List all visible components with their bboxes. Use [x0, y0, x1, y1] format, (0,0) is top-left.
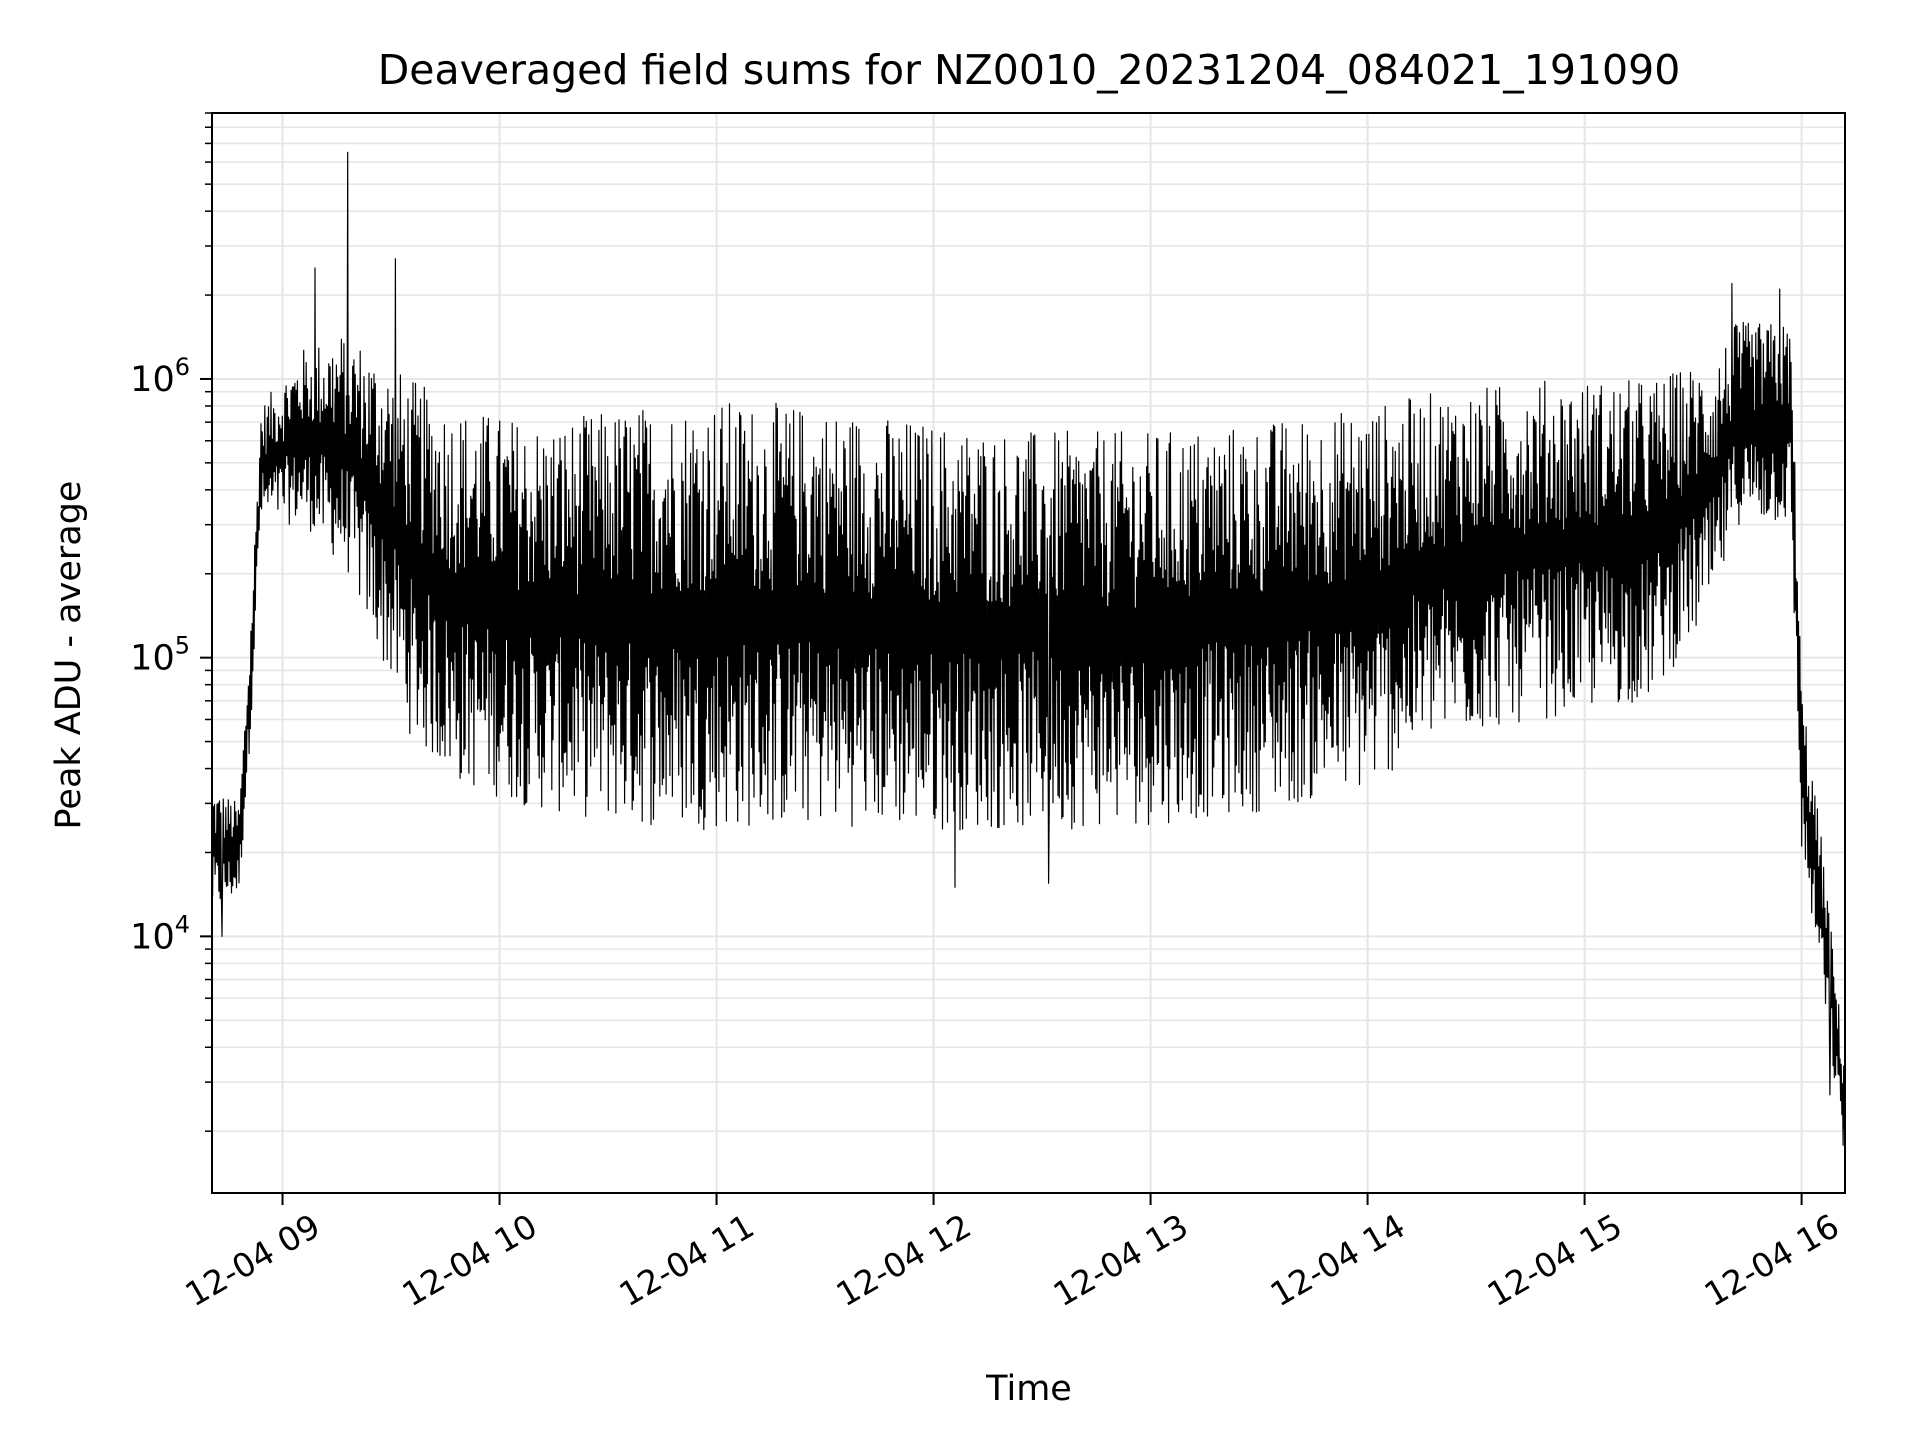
y-axis: 104 105 106 — [130, 112, 212, 1132]
series-line — [211, 151, 1846, 1146]
chart-title: Deaveraged field sums for NZ0010_2023120… — [378, 46, 1681, 94]
y-tick-label: 104 — [130, 910, 190, 957]
plot-frame — [211, 112, 1846, 1194]
y-tick-label: 105 — [130, 632, 190, 679]
series — [211, 151, 1846, 1146]
x-axis-label: Time — [985, 1369, 1072, 1409]
y-axis-label: Peak ADU - average — [49, 481, 89, 830]
y-tick-label: 106 — [130, 353, 190, 400]
